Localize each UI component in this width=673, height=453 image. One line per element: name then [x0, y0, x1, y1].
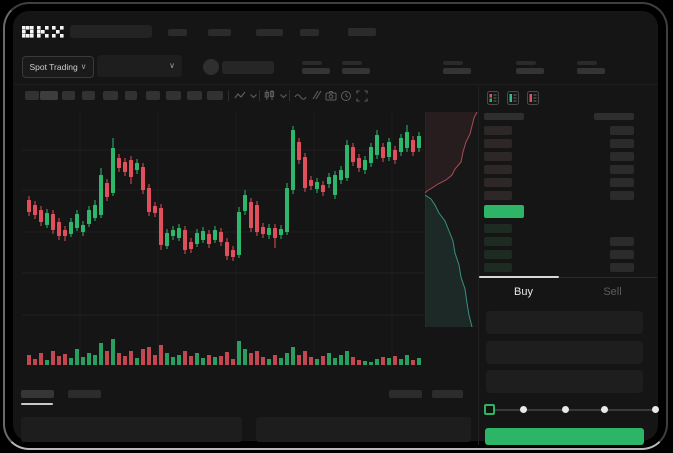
chevron-down-icon: ∨: [80, 62, 87, 71]
bid-price[interactable]: [484, 237, 512, 246]
depth-chart[interactable]: [425, 112, 478, 327]
pair-avatar[interactable]: [203, 59, 219, 75]
ticker-stat-value: [342, 68, 370, 74]
amount-slider-track[interactable]: [489, 409, 657, 411]
header-divider: [14, 84, 658, 85]
ticker-stat-label: [302, 61, 322, 65]
tab-sell[interactable]: Sell: [603, 286, 622, 298]
ticker-stat-label: [342, 61, 362, 65]
panel-divider: [478, 86, 479, 445]
ask-size[interactable]: [610, 152, 634, 161]
tabs-divider: [479, 277, 657, 278]
orders-list-panel: [256, 417, 471, 442]
slider-handle[interactable]: [484, 404, 495, 415]
ask-price[interactable]: [484, 178, 512, 187]
bottom-active-tab-underline: [21, 403, 53, 405]
active-tab-indicator: [479, 276, 559, 278]
timeframe-button[interactable]: [166, 91, 181, 100]
chevron-down-icon[interactable]: [279, 92, 288, 100]
timeframe-button[interactable]: [146, 91, 160, 100]
bottom-action[interactable]: [389, 390, 422, 398]
book-asks-icon[interactable]: [527, 91, 539, 105]
timeframe-button[interactable]: [207, 91, 223, 100]
bid-size[interactable]: [610, 250, 634, 259]
toolbar-separator: [259, 90, 260, 101]
ask-price[interactable]: [484, 126, 512, 135]
orders-list-panel: [21, 417, 242, 442]
book-bids-icon[interactable]: [507, 91, 519, 105]
last-price-marker[interactable]: [484, 205, 524, 218]
clock-icon[interactable]: [340, 90, 352, 102]
toolbar-separator: [228, 90, 229, 101]
market-type-label: Spot Trading: [29, 62, 78, 72]
line-chart-icon[interactable]: [294, 91, 307, 101]
buy-submit-button[interactable]: [485, 428, 644, 445]
ask-size[interactable]: [610, 139, 634, 148]
chevron-down-icon: ∨: [169, 61, 175, 70]
ticker-stat-value: [443, 68, 471, 74]
ask-price[interactable]: [484, 139, 512, 148]
candlestick-chart[interactable]: [22, 110, 424, 372]
orderbook-header-amount: [594, 113, 634, 120]
total-input[interactable]: [486, 370, 643, 393]
compare-icon[interactable]: [310, 89, 322, 101]
bid-price[interactable]: [484, 224, 512, 233]
amount-input[interactable]: [486, 341, 643, 364]
bid-size[interactable]: [610, 263, 634, 272]
timeframe-button[interactable]: [103, 91, 118, 100]
ticker-stat-value: [302, 68, 330, 74]
tab-buy[interactable]: Buy: [514, 286, 533, 298]
bottom-action[interactable]: [432, 390, 463, 398]
ask-price[interactable]: [484, 165, 512, 174]
fullscreen-icon[interactable]: [356, 89, 368, 102]
ticker-stat-label: [577, 61, 597, 65]
slider-stop[interactable]: [520, 406, 527, 413]
bottom-tab-open-orders[interactable]: [21, 390, 54, 398]
timeframe-button[interactable]: [40, 91, 58, 100]
timeframe-button[interactable]: [25, 91, 39, 100]
slider-stop[interactable]: [562, 406, 569, 413]
timeframe-button[interactable]: [187, 91, 202, 100]
indicator-zigzag-icon[interactable]: [234, 90, 246, 101]
camera-icon[interactable]: [325, 90, 337, 101]
pair-selector-dropdown[interactable]: ∨: [97, 55, 182, 77]
ask-size[interactable]: [610, 191, 634, 200]
ask-price[interactable]: [484, 191, 512, 200]
nav-item[interactable]: [168, 29, 187, 36]
ticker-stat-value: [516, 68, 544, 74]
nav-item[interactable]: [208, 29, 231, 36]
ask-size[interactable]: [610, 126, 634, 135]
depth-panel: [425, 112, 479, 327]
slider-stop[interactable]: [601, 406, 608, 413]
orderbook-header-price: [484, 113, 524, 120]
market-type-selector[interactable]: Spot Trading ∨: [22, 56, 94, 78]
bid-size[interactable]: [610, 237, 634, 246]
bid-price[interactable]: [484, 250, 512, 259]
nav-item[interactable]: [348, 28, 376, 36]
ask-size[interactable]: [610, 165, 634, 174]
app-window: [13, 11, 658, 441]
nav-item[interactable]: [300, 29, 319, 36]
bottom-tab-order-history[interactable]: [68, 390, 101, 398]
candle-style-icon[interactable]: [264, 89, 275, 101]
timeframe-button[interactable]: [62, 91, 75, 100]
ask-price[interactable]: [484, 152, 512, 161]
book-both-icon[interactable]: [487, 91, 499, 105]
chevron-down-icon[interactable]: [249, 92, 258, 100]
ticker-stat-label: [516, 61, 536, 65]
toolbar-separator: [289, 90, 290, 101]
okx-logo[interactable]: [22, 26, 64, 38]
timeframe-button[interactable]: [125, 91, 137, 100]
ticker-stat-value: [577, 68, 605, 74]
nav-item[interactable]: [256, 29, 283, 36]
bid-price[interactable]: [484, 263, 512, 272]
pair-name-placeholder: [222, 61, 274, 74]
price-input[interactable]: [486, 311, 643, 334]
ask-size[interactable]: [610, 178, 634, 187]
ticker-stat-label: [443, 61, 463, 65]
search-input[interactable]: [70, 25, 152, 38]
timeframe-button[interactable]: [82, 91, 95, 100]
slider-stop[interactable]: [652, 406, 659, 413]
